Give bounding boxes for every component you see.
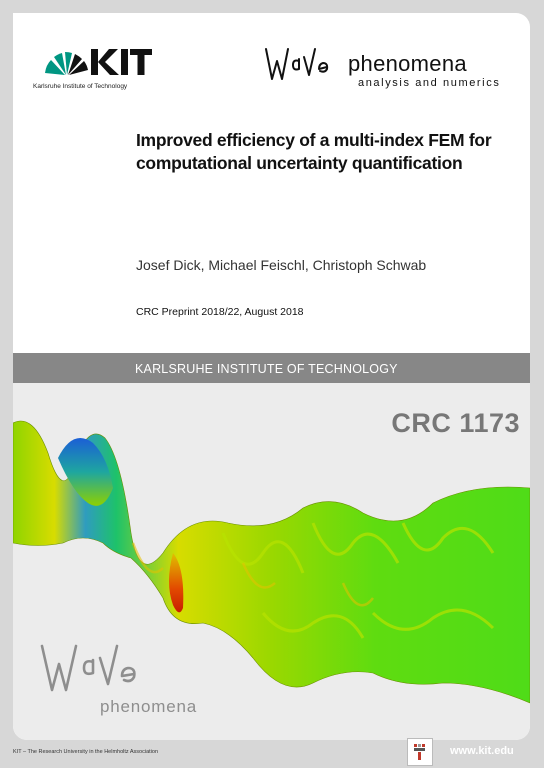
cover-illustration-area: CRC 1173 phenomena bbox=[13, 383, 530, 740]
wave-phenomena-watermark-logo bbox=[40, 644, 136, 692]
helmholtz-logo bbox=[407, 738, 433, 766]
footer-tagline: KIT – The Research University in the Hel… bbox=[13, 749, 159, 755]
crc-label: CRC 1173 bbox=[391, 408, 520, 438]
kit-logo bbox=[45, 49, 152, 75]
wave-phenomena-logo bbox=[265, 48, 329, 80]
institute-name: KARLSRUHE INSTITUTE OF TECHNOLOGY bbox=[135, 362, 398, 376]
paper-authors: Josef Dick, Michael Feischl, Christoph S… bbox=[136, 257, 427, 273]
paper-title: Improved efficiency of a multi-index FEM… bbox=[136, 130, 492, 173]
kit-website-link[interactable]: www.kit.edu bbox=[450, 745, 514, 757]
institute-band: KARLSRUHE INSTITUTE OF TECHNOLOGY bbox=[13, 353, 530, 383]
wave-watermark-word: phenomena bbox=[100, 697, 197, 716]
preprint-info: CRC Preprint 2018/22, August 2018 bbox=[136, 306, 304, 318]
wave-logo-subtitle: analysis and numerics bbox=[358, 77, 501, 89]
kit-logo-subtitle: Karlsruhe Institute of Technology bbox=[33, 83, 128, 90]
cover-card: Karlsruhe Institute of Technology phenom… bbox=[13, 13, 530, 740]
wave-surface-illustration bbox=[13, 420, 530, 704]
wave-logo-title: phenomena bbox=[348, 51, 467, 76]
